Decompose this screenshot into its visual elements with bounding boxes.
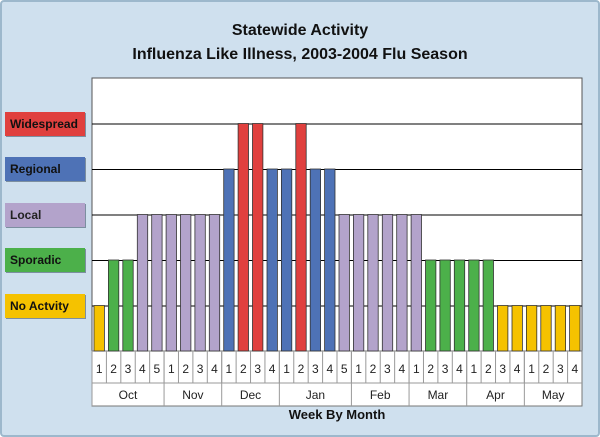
week-label-jan-2: 2 bbox=[298, 362, 305, 376]
bar-jan-week-1 bbox=[280, 168, 293, 352]
week-label-feb-2: 2 bbox=[370, 362, 377, 376]
bar-feb-week-1 bbox=[352, 214, 365, 352]
bar-feb-week-4 bbox=[396, 214, 408, 352]
week-label-nov-4: 4 bbox=[211, 362, 218, 376]
week-label-feb-4: 4 bbox=[399, 362, 406, 376]
week-label-mar-2: 2 bbox=[427, 362, 434, 376]
week-label-may-1: 1 bbox=[528, 362, 535, 376]
week-label-apr-4: 4 bbox=[514, 362, 521, 376]
bar-jan-week-4 bbox=[324, 168, 336, 352]
month-label-dec: Dec bbox=[240, 388, 261, 402]
bar-mar-week-4 bbox=[453, 259, 466, 352]
bar-may-week-4 bbox=[569, 305, 581, 352]
week-label-jan-5: 5 bbox=[341, 362, 348, 376]
chart-title: Statewide Activity bbox=[231, 22, 369, 39]
week-label-feb-3: 3 bbox=[384, 362, 391, 376]
level-label-widespread: Widespread bbox=[5, 111, 85, 136]
week-label-dec-3: 3 bbox=[254, 362, 261, 376]
week-label-apr-2: 2 bbox=[485, 362, 492, 376]
week-label-jan-1: 1 bbox=[283, 362, 290, 376]
week-label-dec-4: 4 bbox=[269, 362, 276, 376]
month-label-nov: Nov bbox=[182, 388, 203, 402]
bar-jan-week-5 bbox=[338, 214, 350, 352]
bar-dec-week-1 bbox=[223, 168, 235, 352]
bar-may-week-3 bbox=[554, 305, 567, 352]
bar-mar-week-2 bbox=[425, 259, 437, 352]
week-label-mar-3: 3 bbox=[442, 362, 449, 376]
bar-nov-week-1 bbox=[165, 214, 177, 352]
week-label-oct-3: 3 bbox=[125, 362, 132, 376]
bar-oct-week-1 bbox=[93, 305, 105, 352]
week-label-jan-4: 4 bbox=[326, 362, 333, 376]
bar-oct-week-3 bbox=[122, 259, 134, 352]
week-label-mar-4: 4 bbox=[456, 362, 463, 376]
bar-feb-week-2 bbox=[367, 214, 379, 352]
week-label-jan-3: 3 bbox=[312, 362, 319, 376]
week-label-may-3: 3 bbox=[557, 362, 564, 376]
bar-jan-week-3 bbox=[309, 168, 322, 352]
level-label-no-actvity: No Actvity bbox=[5, 293, 85, 318]
bar-apr-week-2 bbox=[482, 259, 494, 352]
week-label-nov-1: 1 bbox=[168, 362, 175, 376]
month-label-jan: Jan bbox=[306, 388, 325, 402]
week-label-oct-5: 5 bbox=[154, 362, 161, 376]
x-axis-label: Week By Month bbox=[288, 407, 386, 422]
week-label-nov-2: 2 bbox=[182, 362, 189, 376]
week-label-oct-2: 2 bbox=[110, 362, 117, 376]
week-label-dec-1: 1 bbox=[226, 362, 233, 376]
bar-apr-week-4 bbox=[511, 305, 523, 352]
level-label-local: Local bbox=[5, 202, 85, 227]
bar-nov-week-3 bbox=[194, 214, 206, 352]
bar-oct-week-4 bbox=[136, 214, 149, 352]
level-label-regional: Regional bbox=[5, 157, 85, 181]
month-label-mar: Mar bbox=[428, 388, 449, 402]
bar-mar-week-3 bbox=[439, 259, 451, 352]
bar-nov-week-2 bbox=[180, 214, 192, 352]
level-label-sporadic: Sporadic bbox=[5, 248, 85, 272]
bar-may-week-2 bbox=[540, 305, 552, 352]
month-label-apr: Apr bbox=[486, 388, 505, 402]
bar-dec-week-3 bbox=[252, 123, 264, 352]
bar-nov-week-4 bbox=[208, 214, 221, 352]
month-label-oct: Oct bbox=[119, 388, 138, 402]
week-label-oct-1: 1 bbox=[96, 362, 103, 376]
bar-mar-week-1 bbox=[410, 214, 422, 352]
bar-jan-week-2 bbox=[295, 123, 307, 352]
week-label-may-4: 4 bbox=[571, 362, 578, 376]
chart-subtitle: Influenza Like Illness, 2003-2004 Flu Se… bbox=[132, 46, 468, 63]
week-label-nov-3: 3 bbox=[197, 362, 204, 376]
bar-feb-week-3 bbox=[381, 214, 394, 352]
bar-may-week-1 bbox=[526, 305, 538, 352]
week-label-feb-1: 1 bbox=[355, 362, 362, 376]
bar-oct-week-2 bbox=[108, 259, 120, 352]
week-label-oct-4: 4 bbox=[139, 362, 146, 376]
month-label-feb: Feb bbox=[370, 388, 391, 402]
bar-dec-week-2 bbox=[237, 123, 249, 352]
week-label-dec-2: 2 bbox=[240, 362, 247, 376]
bar-oct-week-5 bbox=[151, 214, 163, 352]
week-label-mar-1: 1 bbox=[413, 362, 420, 376]
bar-dec-week-4 bbox=[266, 168, 278, 352]
bar-apr-week-3 bbox=[497, 305, 509, 352]
week-label-apr-3: 3 bbox=[499, 362, 506, 376]
bar-apr-week-1 bbox=[468, 259, 480, 352]
week-label-may-2: 2 bbox=[543, 362, 550, 376]
week-label-apr-1: 1 bbox=[471, 362, 478, 376]
month-label-may: May bbox=[542, 388, 565, 402]
